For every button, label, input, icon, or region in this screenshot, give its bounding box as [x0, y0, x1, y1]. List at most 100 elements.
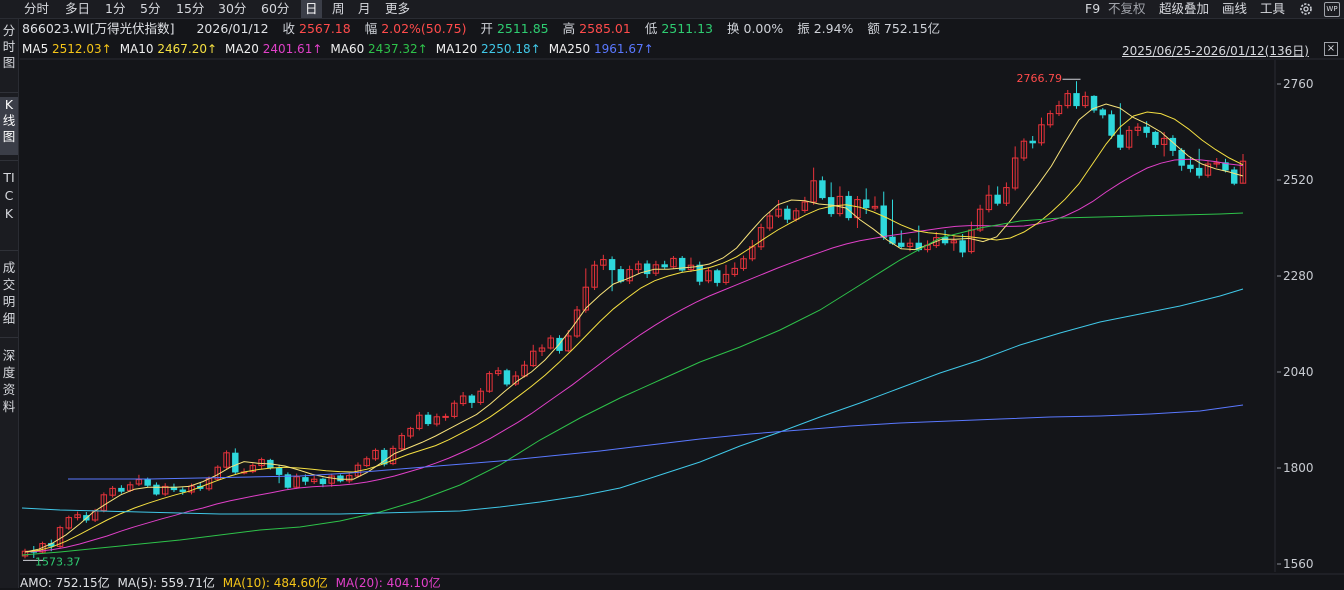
sidebar-item-depth[interactable]: 深度资料 [2, 348, 16, 414]
tab-30min[interactable]: 30分 [218, 1, 247, 16]
candle-body [494, 370, 502, 375]
candle-body [1213, 162, 1220, 165]
date-range[interactable]: 2025/06/25-2026/01/12(136日) [1122, 44, 1309, 58]
high-label: 高 [562, 21, 576, 36]
ma-legend-value: 1961.67↑ [593, 42, 654, 56]
super-overlay-button[interactable]: 超级叠加 [1159, 1, 1210, 16]
candle-body [1143, 126, 1150, 133]
sidebar-item-timeshare[interactable]: 分时图 [2, 23, 16, 70]
candle-body [249, 465, 257, 473]
candle-body [65, 517, 73, 529]
close-value: 2567.18 [299, 21, 351, 36]
candle-body [451, 402, 458, 417]
candle-body [845, 195, 852, 219]
ma60-line [21, 212, 1244, 556]
candle-body [714, 270, 721, 283]
candle-body [740, 258, 747, 269]
turnover-value: 0.00% [743, 21, 784, 36]
candle-body [950, 240, 958, 244]
ma-legend: MA5 2512.03↑ MA10 2467.20↑ MA20 2401.61↑ MA… [22, 41, 654, 57]
open-value: 2511.85 [496, 21, 549, 36]
amplitude-label: 振 [797, 21, 810, 36]
turnover-label: 换 [727, 21, 740, 36]
f9-button[interactable]: F9 [1085, 1, 1101, 16]
amount-value: 752.15亿 [883, 21, 941, 36]
low-value: 2511.13 [661, 21, 714, 36]
amount-legend: AMO: 752.15亿 MA(5): 559.71亿 MA(10): 484.… [20, 576, 441, 590]
tab-more[interactable]: 更多 [385, 1, 411, 16]
tab-month[interactable]: 月 [358, 1, 371, 16]
high-price-label: 2766.79 [1017, 72, 1062, 85]
ma-legend-value: 2467.20↑ [157, 42, 218, 56]
change-label: 幅 [364, 21, 378, 36]
candle-body [775, 208, 782, 217]
candle-body [573, 309, 581, 337]
candle-body [898, 242, 905, 247]
candle-body [661, 264, 668, 268]
ma-legend-value: 2250.18↑ [481, 42, 541, 56]
tab-duori[interactable]: 多日 [65, 1, 91, 16]
tab-day[interactable]: 日 [301, 0, 322, 18]
tab-1min[interactable]: 1分 [105, 1, 126, 16]
tab-15min[interactable]: 15分 [176, 1, 205, 16]
candle-body [678, 257, 686, 271]
candle-body [442, 415, 449, 418]
tab-fenshi[interactable]: 分时 [24, 1, 50, 16]
candle-body [1117, 134, 1124, 148]
candle-body [1134, 126, 1142, 131]
candle-body [985, 194, 993, 211]
candle-body [179, 489, 186, 493]
ma-legend-label: MA20 [225, 42, 263, 56]
candle-body [109, 487, 116, 496]
candle-body [643, 263, 651, 275]
draw-line-button[interactable]: 画线 [1222, 1, 1248, 16]
candle-body [784, 208, 791, 220]
sidebar-item-kline[interactable]: K线图 [0, 97, 18, 155]
candle-body [153, 484, 160, 495]
candle-body [670, 257, 677, 268]
close-icon[interactable]: × [1324, 42, 1338, 56]
tools-button[interactable]: 工具 [1260, 1, 1286, 16]
low-price-label: 1573.37 [35, 555, 81, 568]
wp-button[interactable]: WP [1324, 2, 1340, 17]
tab-5min[interactable]: 5分 [140, 1, 161, 16]
candle-body [1029, 140, 1036, 144]
y-tick-label: 2760 [1283, 77, 1314, 91]
candle-body [1160, 137, 1168, 145]
candle-body [1047, 113, 1054, 126]
ma10-line [24, 111, 1244, 553]
candle-body [626, 269, 633, 282]
candle-body [433, 416, 441, 425]
candle-body [1099, 109, 1107, 116]
candle-body [801, 201, 809, 211]
candle-body [1055, 105, 1063, 115]
ma-legend-label: MA60 [330, 42, 369, 56]
candle-body [223, 452, 230, 468]
sidebar-item-trades[interactable]: 成交明细 [2, 260, 16, 326]
amo-value: AMO: 752.15亿 [20, 576, 110, 590]
tab-60min[interactable]: 60分 [261, 1, 290, 16]
candle-body [74, 514, 81, 519]
candle-body [319, 478, 327, 485]
ma-legend-value: 2401.61↑ [262, 42, 323, 56]
tab-week[interactable]: 周 [332, 1, 345, 16]
candle-body [275, 467, 283, 475]
candle-body [345, 475, 353, 482]
candle-body [608, 259, 616, 271]
ma-legend-label: MA120 [435, 42, 482, 56]
gear-icon[interactable] [1298, 0, 1314, 18]
no-adjust-button[interactable]: 不复权 [1108, 1, 1146, 16]
y-tick-label: 2280 [1283, 269, 1314, 283]
top-toolbar: 分时 多日 1分 5分 15分 30分 60分 日 周 月 更多 F9 不复权 … [0, 0, 1344, 19]
candle-body [635, 263, 642, 271]
candle-body [468, 395, 476, 403]
y-tick-label: 1560 [1283, 557, 1314, 571]
candle-body [1038, 124, 1045, 144]
candle-body [757, 227, 765, 248]
ma-legend-label: MA5 [22, 42, 53, 56]
candle-body [530, 350, 537, 367]
candle-body [1239, 160, 1247, 184]
sidebar-item-tick[interactable]: TICK [3, 170, 15, 221]
quote-info-bar: 866023.WI[万得光伏指数] 2026/01/12 收 2567.18 幅… [22, 20, 940, 38]
candle-body [310, 478, 318, 483]
